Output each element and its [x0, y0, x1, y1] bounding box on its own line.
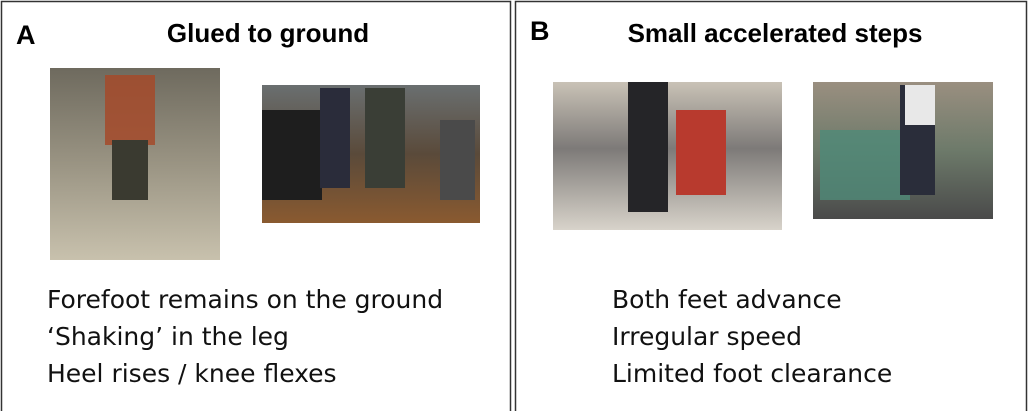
- text-line: Forefoot remains on the ground: [47, 285, 443, 314]
- photo: [262, 85, 480, 223]
- photo: [50, 68, 220, 260]
- text-line: ‘Shaking’ in the leg: [47, 322, 289, 351]
- photo: [813, 82, 993, 219]
- text-line: Both feet advance: [612, 285, 842, 314]
- text-line: Heel rises / knee flexes: [47, 359, 337, 388]
- panel-title: Small accelerated steps: [628, 18, 923, 48]
- panel-label: A: [16, 20, 36, 50]
- panel-border: [514, 0, 1028, 416]
- text-line: Irregular speed: [612, 322, 802, 351]
- text-line: Limited foot clearance: [612, 359, 892, 388]
- panel-title: Glued to ground: [167, 18, 369, 48]
- panel-border: [0, 0, 512, 416]
- photo: [553, 82, 782, 230]
- panel-label: B: [530, 16, 550, 46]
